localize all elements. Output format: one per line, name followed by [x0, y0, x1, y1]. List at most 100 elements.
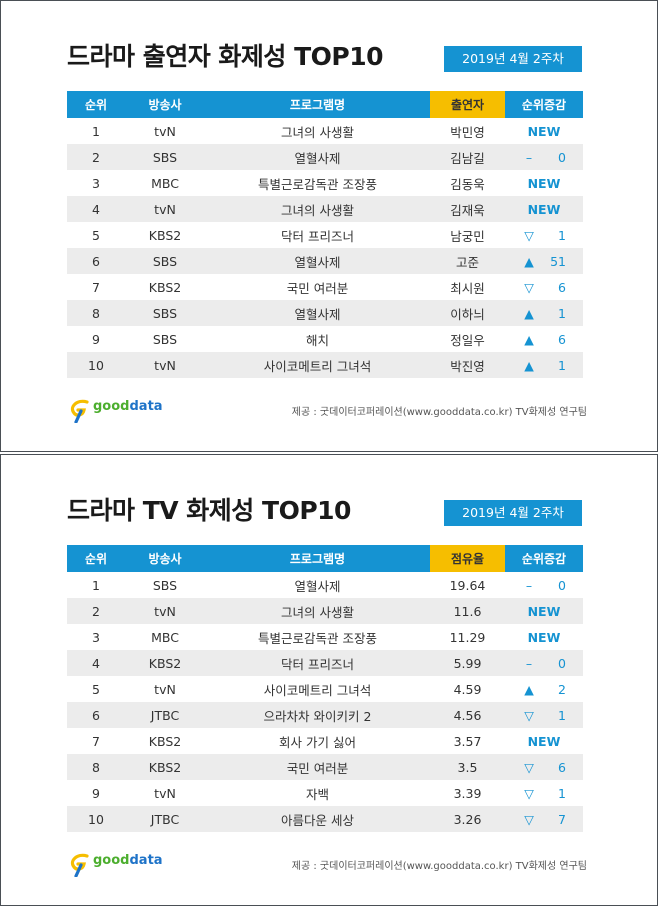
new-badge: NEW [527, 201, 561, 217]
value-cell: 김남길 [430, 144, 505, 170]
channel-cell: KBS2 [125, 754, 205, 780]
up-triangle-icon: ▲ [524, 331, 534, 347]
channel-cell: tvN [154, 123, 176, 139]
down-triangle-icon: ▽ [524, 785, 534, 801]
rank-cell: 1 [92, 577, 100, 593]
panel-title: 드라마 출연자 화제성 TOP10 [67, 42, 384, 71]
program-cell: 열혈사제 [205, 144, 430, 170]
down-triangle-icon: ▽ [524, 759, 534, 775]
tv-buzz-panel: 드라마 TV 화제성 TOP10 2019년 4월 2주차 순위 방송사 프로그… [0, 454, 658, 906]
value-cell: 3.57 [453, 733, 482, 749]
rank-cell: 10 [67, 352, 125, 378]
rank-change-value: 0 [558, 149, 566, 165]
value-cell: 4.59 [453, 681, 482, 697]
program-cell: 열혈사제 [294, 578, 341, 594]
table-row: 3 MBC 특별근로감독관 조장풍 김동욱 NEW [67, 170, 583, 196]
table-row: 5 tvN 사이코메트리 그녀석 4.59 ▲ 2 [67, 676, 583, 702]
source-credit: 제공 : 굿데이터코퍼레이션(www.gooddata.co.kr) TV화제성… [291, 407, 587, 418]
rank-cell: 3 [92, 175, 100, 191]
table-row: 1 SBS 열혈사제 19.64–0 [67, 572, 583, 598]
value-cell: 11.29 [449, 629, 486, 645]
rank-change-value: 6 [558, 759, 566, 775]
header-program: 프로그램명 [205, 91, 430, 118]
table-row: 8 SBS 열혈사제 이하늬 ▲ 1 [67, 300, 583, 326]
rank-change: ▲ 2 [512, 682, 576, 697]
ranking-table: 순위 방송사 프로그램명 점유율 순위증감 1 SBS 열혈사제 19.64–0 2 tv… [67, 545, 583, 832]
rank-change-cell: NEW [505, 728, 583, 754]
new-badge: NEW [527, 629, 561, 645]
rank-cell: 2 [67, 144, 125, 170]
value-cell: 박진영 [430, 352, 505, 378]
rank-change-cell: –0 [505, 144, 583, 170]
channel-cell: tvN [125, 196, 205, 222]
channel-cell: JTBC [125, 806, 205, 832]
program-cell: 국민 여러분 [205, 754, 430, 780]
program-cell: 사이코메트리 그녀석 [263, 682, 372, 698]
channel-cell: SBS [152, 577, 178, 593]
week-badge: 2019년 4월 2주차 [444, 500, 582, 526]
rank-cell: 8 [67, 300, 125, 326]
rank-change-cell: ▲ 51 [505, 248, 583, 274]
value-cell: 4.56 [430, 702, 505, 728]
rank-change: ▲ 51 [512, 254, 576, 269]
source-credit: 제공 : 굿데이터코퍼레이션(www.gooddata.co.kr) TV화제성… [291, 861, 587, 872]
header-rank: 순위 [67, 91, 125, 118]
new-badge: NEW [527, 123, 561, 139]
gooddata-logo: gooddata [67, 851, 163, 878]
rank-change-cell: ▲ 1 [505, 300, 583, 326]
rank-change-cell: ▲ 2 [505, 676, 583, 702]
rank-change: ▽ 6 [512, 760, 576, 775]
table-body: 1 SBS 열혈사제 19.64–0 2 tvN 그녀의 사생활 11.6 NEW 3 MBC 특별근… [67, 572, 583, 832]
dash-icon: – [525, 149, 533, 165]
channel-cell: JTBC [125, 702, 205, 728]
rank-change-value: 51 [550, 253, 566, 269]
rank-change: –0 [512, 578, 576, 593]
rank-change-cell: ▽ 1 [505, 780, 583, 806]
channel-cell: tvN [154, 785, 176, 801]
table-row: 1 tvN 그녀의 사생활 박민영 NEW [67, 118, 583, 144]
rank-change-cell: NEW [505, 598, 583, 624]
rank-cell: 1 [92, 123, 100, 139]
rank-cell: 4 [67, 196, 125, 222]
value-cell: 19.64 [449, 577, 486, 593]
gooddata-logo: gooddata [67, 397, 163, 424]
rank-change: ▲ 1 [512, 358, 576, 373]
rank-change-cell: ▽ 6 [505, 754, 583, 780]
rank-change-cell: ▽ 1 [505, 222, 583, 248]
channel-cell: MBC [151, 175, 179, 191]
channel-cell: KBS2 [125, 650, 205, 676]
week-badge: 2019년 4월 2주차 [444, 46, 582, 72]
rank-change-value: 1 [558, 305, 566, 321]
rank-change: –0 [512, 150, 576, 165]
header-channel: 방송사 [125, 545, 205, 572]
program-cell: 회사 가기 싫어 [279, 734, 356, 750]
panel-title: 드라마 TV 화제성 TOP10 [67, 496, 351, 525]
value-cell: 정일우 [450, 332, 485, 348]
cast-buzz-panel: 드라마 출연자 화제성 TOP10 2019년 4월 2주차 순위 방송사 프로… [0, 0, 658, 452]
rank-change-cell: NEW [505, 170, 583, 196]
table-row: 7 KBS2 회사 가기 싫어 3.57 NEW [67, 728, 583, 754]
rank-change-value: 1 [558, 785, 566, 801]
header-rank-change: 순위증감 [505, 91, 583, 118]
table-row: 10 JTBC 아름다운 세상 3.26 ▽ 7 [67, 806, 583, 832]
rank-change-cell: ▽ 1 [505, 702, 583, 728]
up-triangle-icon: ▲ [524, 357, 534, 373]
table-row: 10 tvN 사이코메트리 그녀석 박진영 ▲ 1 [67, 352, 583, 378]
program-cell: 그녀의 사생활 [205, 598, 430, 624]
header-program: 프로그램명 [205, 545, 430, 572]
down-triangle-icon: ▽ [524, 279, 534, 295]
up-triangle-icon: ▲ [524, 681, 534, 697]
value-cell: 남궁민 [450, 228, 485, 244]
dash-icon: – [525, 577, 533, 593]
value-cell: 3.26 [430, 806, 505, 832]
program-cell: 닥터 프리즈너 [281, 228, 354, 244]
rank-cell: 7 [92, 733, 100, 749]
value-cell: 3.5 [430, 754, 505, 780]
logo-wordmark: gooddata [93, 399, 163, 414]
rank-change-value: 0 [558, 577, 566, 593]
up-triangle-icon: ▲ [524, 253, 534, 269]
rank-change-cell: NEW [505, 118, 583, 144]
rank-change-cell: –0 [505, 572, 583, 598]
program-cell: 국민 여러분 [286, 280, 349, 296]
ranking-table: 순위 방송사 프로그램명 출연자 순위증감 1 tvN 그녀의 사생활 박민영 NEW 2… [67, 91, 583, 378]
